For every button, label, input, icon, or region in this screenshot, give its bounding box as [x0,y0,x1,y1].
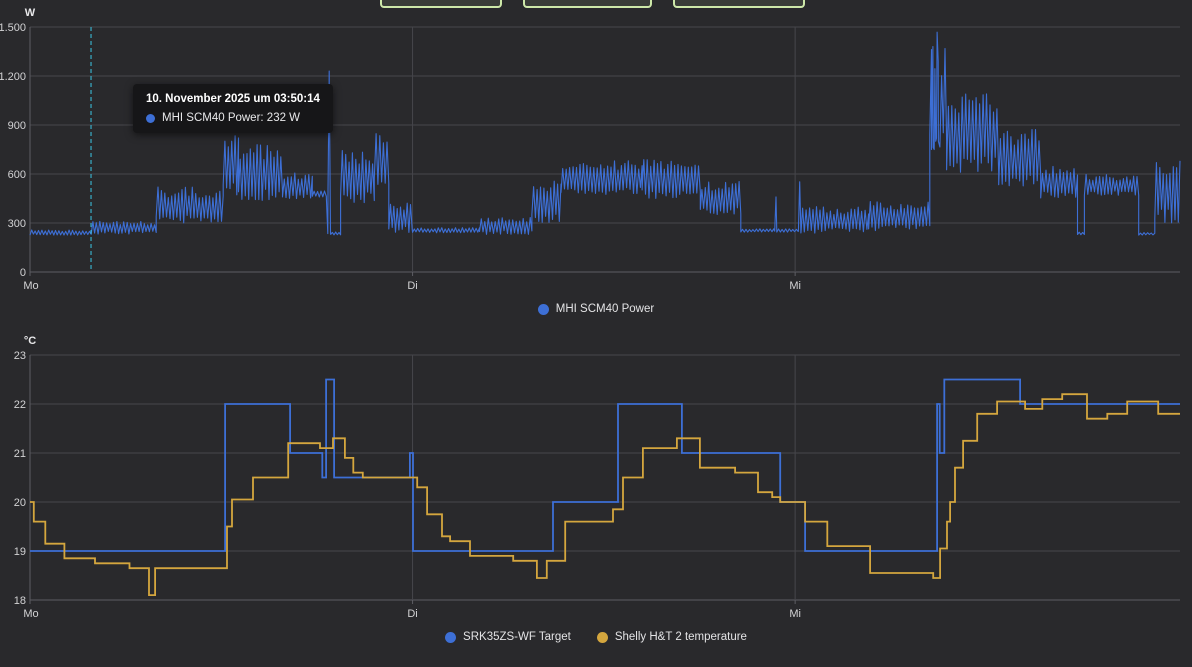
legend-item-mhi-power[interactable]: MHI SCM40 Power [537,303,655,315]
y-tick-label: 600 [8,169,26,181]
temperature-chart[interactable]: 18 19 20 21 22 23 Mo Di Mi °C [0,328,1192,626]
y-tick-label: 300 [8,218,26,230]
x-tick-label: Di [407,608,417,620]
power-chart[interactable]: 0 300 600 900 1.200 1.500 Mo Di Mi W [0,0,1192,296]
y-tick-label: 0 [20,267,26,279]
x-tick-label: Mo [23,280,38,292]
y-tick-label: 18 [14,595,26,607]
series-dot-icon [146,113,155,123]
legend-item-shelly-temp[interactable]: Shelly H&T 2 temperature [596,631,747,643]
legend-dot-icon [537,303,549,315]
time-range-button-3[interactable] [673,0,805,8]
x-tick-label: Mi [789,280,801,292]
chart-frame: 18 19 20 21 22 23 Mo Di Mi °C [14,335,1180,620]
legend-label: SRK35ZS-WF Target [463,631,571,643]
tooltip-timestamp: 10. November 2025 um 03:50:14 [146,93,320,105]
x-tick-label: Di [407,280,417,292]
y-tick-label: 1.500 [0,22,26,34]
power-series-line [29,31,1181,236]
y-tick-label: 22 [14,399,26,411]
y-tick-label: 20 [14,497,26,509]
legend-dot-icon [596,631,608,643]
y-tick-label: 19 [14,546,26,558]
tooltip-value: MHI SCM40 Power: 232 W [162,112,301,124]
time-range-button-1[interactable] [380,0,502,8]
chart-tooltip: 10. November 2025 um 03:50:14 MHI SCM40 … [133,84,333,133]
y-tick-label: 21 [14,448,26,460]
legend-label: MHI SCM40 Power [555,303,655,315]
y-axis-unit: W [25,7,36,19]
legend-item-srk-target[interactable]: SRK35ZS-WF Target [445,631,571,643]
y-tick-label: 23 [14,350,26,362]
temperature-legend: SRK35ZS-WF Target Shelly H&T 2 temperatu… [0,631,1192,643]
temp-series-line-0 [30,378,1180,552]
y-tick-label: 1.200 [0,71,26,83]
y-tick-label: 900 [8,120,26,132]
y-axis-unit: °C [24,335,36,347]
legend-dot-icon [445,631,457,643]
x-tick-label: Mi [789,608,801,620]
power-legend: MHI SCM40 Power [0,303,1192,315]
temp-series-line-1 [30,393,1180,596]
legend-label: Shelly H&T 2 temperature [614,631,747,643]
time-range-button-2[interactable] [523,0,652,8]
x-tick-label: Mo [23,608,38,620]
